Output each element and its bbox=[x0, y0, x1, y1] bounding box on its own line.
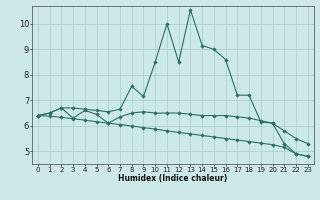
X-axis label: Humidex (Indice chaleur): Humidex (Indice chaleur) bbox=[118, 174, 228, 183]
